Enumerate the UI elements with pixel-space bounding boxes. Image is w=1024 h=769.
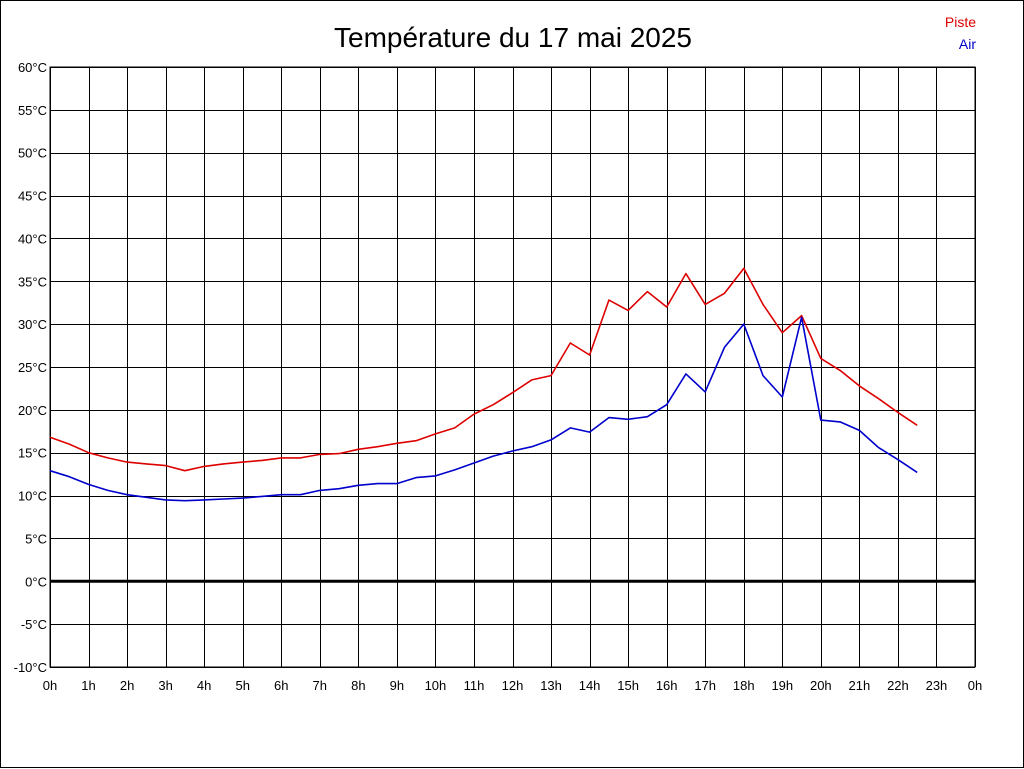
x-tick-label: 0h: [968, 678, 982, 693]
x-tick-label: 9h: [390, 678, 404, 693]
chart-title: Température du 17 mai 2025: [334, 22, 692, 53]
y-tick-label: 25°C: [18, 360, 47, 375]
x-tick-label: 13h: [540, 678, 562, 693]
series-line-piste: [49, 267, 918, 472]
x-tick-label: 7h: [313, 678, 327, 693]
x-tick-label: 12h: [502, 678, 524, 693]
y-axis-ticks: 60°C 55°C 50°C 45°C 40°C 35°C 30°C 25°C 20°C 15°C…: [14, 60, 47, 675]
x-tick-label: 23h: [926, 678, 948, 693]
y-tick-label: 10°C: [18, 489, 47, 504]
x-tick-label: 8h: [351, 678, 365, 693]
y-tick-label: -10°C: [14, 660, 47, 675]
grid: [49, 66, 976, 668]
x-tick-label: 16h: [656, 678, 678, 693]
y-tick-label: 55°C: [18, 103, 47, 118]
y-tick-label: 15°C: [18, 446, 47, 461]
x-tick-label: 21h: [849, 678, 871, 693]
x-tick-label: 17h: [694, 678, 716, 693]
x-tick-label: 5h: [235, 678, 249, 693]
x-tick-label: 10h: [425, 678, 447, 693]
legend: Piste Air: [945, 14, 976, 52]
y-tick-label: 30°C: [18, 317, 47, 332]
x-axis-ticks: 0h 1h 2h 3h 4h 5h 6h 7h 8h 9h 10h 11h 12h 13h 14h 15h 16…: [43, 678, 982, 693]
y-tick-label: 50°C: [18, 146, 47, 161]
x-tick-label: 3h: [158, 678, 172, 693]
legend-entry-air: Air: [959, 36, 976, 52]
x-tick-label: 19h: [771, 678, 793, 693]
x-tick-label: 1h: [81, 678, 95, 693]
y-tick-label: 20°C: [18, 403, 47, 418]
x-tick-label: 22h: [887, 678, 909, 693]
y-tick-label: -5°C: [21, 617, 47, 632]
y-tick-label: 60°C: [18, 60, 47, 75]
series-line-air: [49, 316, 918, 502]
x-tick-label: 0h: [43, 678, 57, 693]
x-tick-label: 14h: [579, 678, 601, 693]
y-tick-label: 5°C: [25, 531, 47, 546]
x-tick-label: 6h: [274, 678, 288, 693]
series-lines: [49, 267, 918, 502]
x-tick-label: 2h: [120, 678, 134, 693]
x-tick-label: 4h: [197, 678, 211, 693]
y-tick-label: 35°C: [18, 274, 47, 289]
y-tick-label: 45°C: [18, 189, 47, 204]
y-tick-label: 0°C: [25, 574, 47, 589]
x-tick-label: 18h: [733, 678, 755, 693]
y-tick-label: 40°C: [18, 231, 47, 246]
x-tick-label: 15h: [617, 678, 639, 693]
legend-entry-piste: Piste: [945, 14, 976, 30]
x-tick-label: 11h: [464, 678, 485, 693]
x-tick-label: 20h: [810, 678, 832, 693]
